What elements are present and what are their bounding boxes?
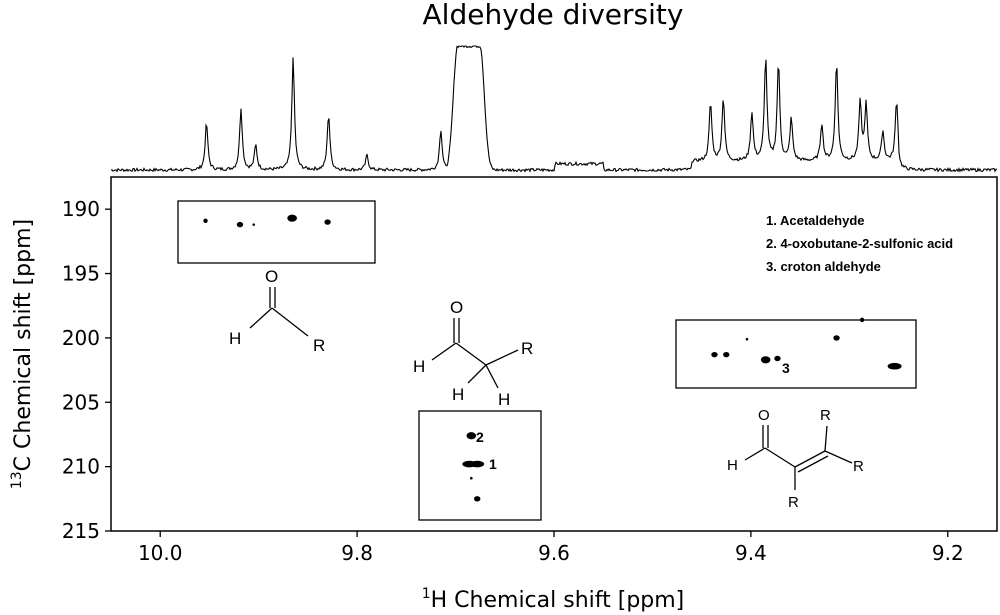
peak-label-3: 3 [782,360,790,376]
x-tick-label: 10.0 [138,541,183,565]
generic-H: H [229,329,241,348]
alpha-O: O [450,298,463,317]
alpha-R: R [521,339,533,358]
peak-label-1: 1 [489,456,497,472]
cross-peak-spot [252,223,256,226]
y-tick-label: 205 [62,390,100,414]
unsat-H: H [727,457,738,474]
generic-R: R [313,336,325,355]
cross-peak-spot [723,351,730,358]
cross-peak-spot [474,496,481,502]
x-tick-label: 9.2 [932,541,964,565]
x-axis-label-sup: 1 [422,586,431,602]
unsat-O: O [758,407,770,424]
y-tick-label: 210 [62,455,100,479]
cross-peak-spot [470,476,473,480]
cross-peak-spot [287,214,297,222]
chart-title: Aldehyde diversity [423,0,684,31]
x-axis-label: 1H Chemical shift [ppm] [422,586,685,613]
cross-peak-spot [711,351,718,358]
y-axis-label-sup: 13 [9,471,25,489]
inset-box-2 [418,410,542,521]
structure-generic-aldehyde [249,287,309,337]
alpha-H-left: H [452,385,464,404]
structure-alpha-ch2-aldehyde [431,318,519,389]
generic-O: O [265,267,278,286]
alpha-H-right: H [498,390,510,409]
cross-peak-spot [236,221,244,228]
cross-peaks [203,214,902,502]
cross-peak-spot [745,337,749,341]
y-axis-label: 13C Chemical shift [ppm] [9,219,36,489]
structure-unsaturated-aldehyde [744,425,853,490]
cross-peak-spot [203,218,208,223]
y-tick-label: 215 [62,519,100,543]
y-axis-label-text: C Chemical shift [ppm] [11,219,36,471]
y-tick-label: 190 [62,197,100,221]
proton-spectrum-trace [110,45,997,173]
cross-peak-spot [887,362,902,370]
inset-box-1 [177,200,376,264]
unsat-R-bottom: R [788,494,799,511]
x-tick-label: 9.6 [538,541,570,565]
cross-peak-spot [466,432,477,440]
legend-entry-3: 3. croton aldehyde [766,259,881,274]
cross-peak-spot [859,317,865,323]
cross-peak-spot [774,355,781,362]
x-ticks: 10.0 9.8 9.6 9.4 9.2 [138,531,964,565]
cross-peak-spot [760,356,771,364]
unsat-R-top: R [820,407,831,424]
peak-label-2: 2 [476,429,484,445]
cross-peak-spot [470,460,485,468]
x-tick-label: 9.8 [341,541,373,565]
cross-peak-spot [833,335,840,341]
alpha-H-formyl: H [413,357,425,376]
inset-box-3 [675,319,917,389]
x-axis-label-text: H Chemical shift [ppm] [431,588,685,613]
legend-entry-2: 2. 4-oxobutane-2-sulfonic acid [766,236,953,251]
legend-entry-1: 1. Acetaldehyde [766,213,865,228]
y-ticks: 190 195 200 205 210 215 [62,197,111,543]
cross-peak-spot [324,219,331,225]
y-tick-label: 200 [62,326,100,350]
y-tick-label: 195 [62,262,100,286]
x-tick-label: 9.4 [735,541,767,565]
plot-frame [110,176,998,532]
unsat-R-right: R [853,458,864,475]
